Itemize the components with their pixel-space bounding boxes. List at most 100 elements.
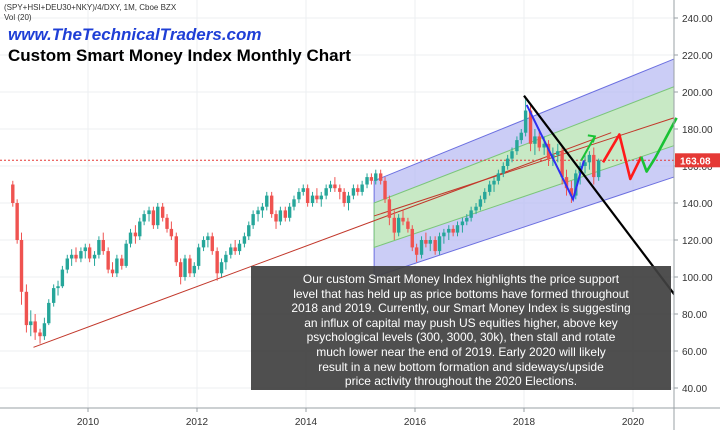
- candle-body: [564, 177, 569, 189]
- candle-body: [128, 232, 133, 244]
- candle-body: [469, 210, 473, 218]
- candle-body: [215, 251, 219, 274]
- price-path-line: [525, 104, 585, 203]
- x-tick-label: 2014: [295, 417, 318, 428]
- candle-body: [505, 158, 510, 166]
- candle-body: [224, 254, 228, 263]
- chart-title: Custom Smart Money Index Monthly Chart: [8, 46, 351, 65]
- y-tick-label: 80.00: [682, 310, 707, 321]
- candle-body: [556, 151, 560, 155]
- candle-body: [233, 247, 237, 252]
- y-tick-label: 140.00: [682, 199, 713, 210]
- candle-body: [328, 184, 333, 189]
- candle-body: [305, 188, 310, 203]
- candle-body: [260, 206, 265, 211]
- candle-body: [87, 247, 92, 259]
- annotation-line: Our custom Smart Money Index highlights …: [302, 272, 620, 286]
- annotation-line: much lower near the end of 2019. Early 2…: [316, 344, 606, 359]
- candle-body: [56, 286, 60, 289]
- candle-body: [196, 247, 201, 266]
- annotation-line: level that has held up as price bottoms …: [293, 286, 629, 301]
- y-tick-label: 120.00: [682, 236, 713, 247]
- y-tick-label: 180.00: [682, 125, 713, 136]
- candle-body: [537, 136, 541, 148]
- candle-body: [169, 228, 174, 237]
- candle-body: [287, 206, 292, 218]
- candle-body: [174, 236, 178, 263]
- candle-body: [342, 191, 346, 203]
- candle-body: [101, 240, 105, 252]
- candle-body: [574, 173, 578, 196]
- annotation-line: an influx of capital may push US equitie…: [304, 315, 618, 330]
- candle-body: [188, 258, 192, 274]
- candle-body: [592, 154, 596, 178]
- candle-body: [69, 254, 74, 259]
- y-tick-label: 160.00: [682, 162, 713, 173]
- candle-body: [560, 151, 564, 178]
- candle-body: [183, 258, 187, 277]
- candle-body: [60, 269, 65, 287]
- candle-body: [401, 217, 405, 222]
- candle-body: [515, 140, 519, 152]
- candle-body: [533, 136, 537, 144]
- candle-body: [596, 160, 601, 178]
- candle-body: [324, 188, 328, 196]
- candle-body: [256, 210, 260, 215]
- candle-body: [278, 210, 283, 222]
- candle-body: [74, 254, 78, 259]
- y-tick-label: 240.00: [682, 14, 713, 25]
- candle-body: [360, 184, 364, 192]
- candle-body: [156, 206, 160, 226]
- candle-body: [251, 214, 255, 226]
- y-tick-label: 100.00: [682, 273, 713, 284]
- site-title: www.TheTechnicalTraders.com: [8, 25, 262, 44]
- y-tick-label: 220.00: [682, 51, 713, 62]
- candle-body: [147, 210, 151, 215]
- candle-body: [346, 195, 351, 203]
- candle-body: [38, 332, 42, 337]
- candle-body: [65, 258, 69, 270]
- candle-body: [106, 251, 110, 270]
- candle-body: [492, 180, 496, 185]
- arrow-head: [587, 134, 597, 143]
- last-price-tag: [675, 153, 720, 168]
- candle-body: [11, 184, 15, 203]
- candle-body: [447, 228, 451, 233]
- symbol-label: (SPY+HSI+DEU30+NKY)/4/DXY, 1M, Cboe BZX: [4, 3, 177, 12]
- candle-body: [419, 240, 424, 255]
- candle-body: [378, 173, 383, 181]
- candle-body: [97, 240, 101, 255]
- candle-body: [115, 258, 119, 274]
- candle-body: [365, 177, 369, 185]
- candle-body: [124, 243, 128, 266]
- candle-body: [478, 199, 483, 207]
- candle-body: [465, 217, 469, 222]
- candle-body: [283, 210, 287, 218]
- candle-body: [356, 188, 360, 192]
- candle-body: [247, 225, 251, 237]
- candle-body: [319, 195, 323, 200]
- candle-body: [292, 199, 296, 207]
- candle-body: [301, 188, 305, 192]
- candle-body: [333, 184, 337, 189]
- candle-body: [178, 262, 183, 277]
- candle-body: [474, 206, 478, 211]
- candle-body: [79, 251, 83, 259]
- last-price-label: 163.08: [680, 156, 711, 167]
- candle-body: [338, 188, 342, 192]
- candle-body: [437, 236, 442, 252]
- candle-body: [42, 323, 47, 337]
- candle-body: [151, 210, 156, 226]
- candle-body: [383, 180, 387, 200]
- candle-body: [201, 240, 206, 248]
- candle-body: [374, 173, 378, 181]
- candle-body: [487, 184, 492, 192]
- candle-body: [392, 217, 396, 233]
- candle-body: [569, 188, 574, 196]
- candle-body: [387, 199, 392, 218]
- candle-body: [274, 214, 278, 222]
- candle-body: [297, 191, 301, 200]
- candle-body: [460, 221, 465, 226]
- candle-body: [265, 195, 269, 207]
